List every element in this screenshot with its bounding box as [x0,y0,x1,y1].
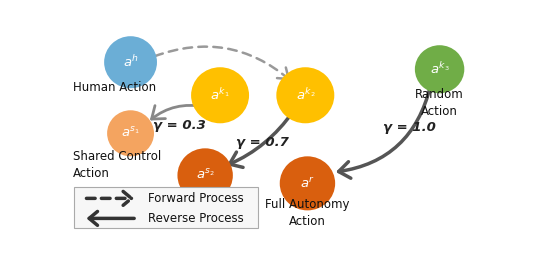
Ellipse shape [191,67,249,123]
Text: $a^{k_3}$: $a^{k_3}$ [430,61,449,77]
Text: Random
Action: Random Action [415,88,464,118]
FancyBboxPatch shape [74,187,257,228]
Text: $a^{k_1}$: $a^{k_1}$ [210,87,230,103]
FancyArrowPatch shape [152,105,205,119]
Ellipse shape [178,148,233,202]
Ellipse shape [280,156,335,210]
FancyArrowPatch shape [229,112,293,167]
Text: γ = 1.0: γ = 1.0 [383,121,436,134]
Ellipse shape [107,110,154,156]
Text: γ = 0.3: γ = 0.3 [153,119,206,132]
Ellipse shape [415,45,464,93]
FancyArrowPatch shape [155,47,289,79]
Text: Full Autonomy
Action: Full Autonomy Action [265,198,350,228]
Text: $a^{h}$: $a^{h}$ [123,54,139,70]
Text: $a^{s_2}$: $a^{s_2}$ [196,168,214,182]
FancyArrowPatch shape [339,86,431,178]
Text: Human Action: Human Action [73,81,156,94]
Text: $a^{k_2}$: $a^{k_2}$ [295,87,315,103]
Text: Forward Process: Forward Process [147,192,243,205]
Text: γ = 0.7: γ = 0.7 [236,136,289,149]
Text: Reverse Process: Reverse Process [147,212,243,225]
Text: $a^{r}$: $a^{r}$ [300,176,315,191]
Text: $a^{s_1}$: $a^{s_1}$ [121,126,140,140]
FancyArrowPatch shape [89,211,134,225]
Text: Shared Control
Action: Shared Control Action [73,150,161,180]
FancyArrowPatch shape [86,191,131,205]
Ellipse shape [276,67,334,123]
Ellipse shape [104,36,157,88]
